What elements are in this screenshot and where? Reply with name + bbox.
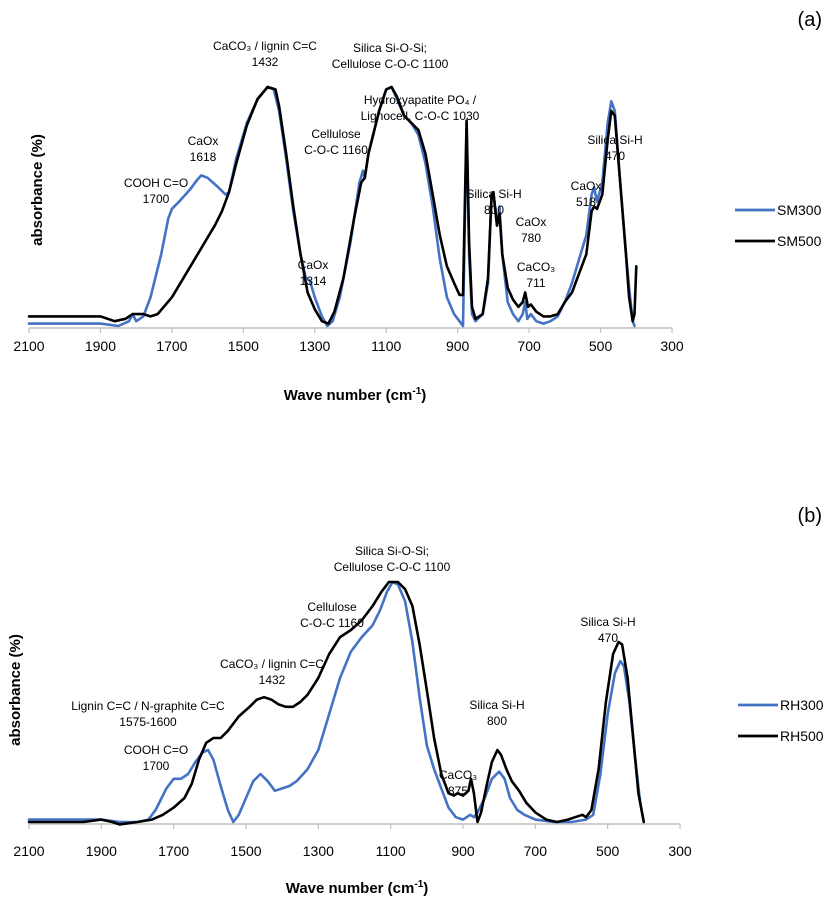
peak-annotation: CaOx 1314 — [298, 258, 329, 288]
peak-annotation: COOH C=O 1700 — [124, 176, 188, 206]
peak-annotation: Cellulose C-O-C 1160 — [304, 127, 368, 157]
peak-annotation: CaCO₃ / lignin C=C 1432 — [220, 657, 324, 687]
x-tick-label: 1900 — [85, 338, 116, 354]
panel-label: (b) — [798, 505, 822, 527]
x-tick-label: 1300 — [299, 338, 330, 354]
peak-annotation: Silica Si-O-Si; Cellulose C-O-C 1100 — [332, 41, 449, 71]
legend-label-rh500: RH500 — [780, 728, 824, 744]
peak-annotation: Silica Si-H 470 — [587, 133, 642, 163]
x-tick-label: 900 — [451, 843, 475, 859]
x-tick-label: 2100 — [13, 843, 44, 859]
x-tick-label: 1500 — [230, 843, 261, 859]
x-tick-label: 1500 — [228, 338, 259, 354]
legend-label-rh300: RH300 — [780, 697, 824, 713]
x-tick-label: 1100 — [376, 843, 406, 859]
x-tick-label: 1700 — [156, 338, 187, 354]
x-axis: 2100 1900 1700 1500 1300 1100 900 700 500 300 — [13, 823, 692, 859]
peak-annotation: CaCO₃ / lignin C=C 1432 — [213, 39, 317, 69]
x-tick-label: 300 — [660, 338, 684, 354]
series-lines — [27, 85, 638, 328]
chart-panel-b: (b) 2100 1900 1700 1500 1300 1100 900 700 500 300… — [7, 505, 824, 897]
peak-annotation: Silica Si-O-Si; Cellulose C-O-C 1100 — [334, 544, 451, 574]
x-tick-label: 1900 — [86, 843, 117, 859]
legend: RH300 RH500 — [738, 697, 824, 744]
x-tick-label: 500 — [596, 843, 620, 859]
series-line-sm300 — [27, 85, 636, 328]
x-tick-label: 2100 — [13, 338, 44, 354]
peak-annotation: COOH C=O 1700 — [124, 743, 188, 773]
peak-annotations: COOH C=O 1700 Lignin C=C / N-graphite C=C 1… — [71, 544, 635, 798]
peak-annotation: Lignin C=C / N-graphite C=C 1575-1600 — [71, 699, 225, 729]
peak-annotation: CaOx 1618 — [188, 134, 219, 164]
peak-annotation: Hydroxyapatite PO₄ / Lignocell. C-O-C 103… — [361, 93, 480, 123]
series-line-sm500 — [27, 85, 638, 325]
peak-annotation: CaOx 780 — [516, 215, 547, 245]
x-tick-label: 300 — [668, 843, 692, 859]
x-tick-label: 700 — [517, 338, 541, 354]
x-tick-label: 500 — [589, 338, 613, 354]
y-axis-title: absorbance (%) — [29, 134, 46, 246]
chart-panel-a: (a) 2100 1900 1700 1500 1300 1100 900 700 500 300… — [13, 9, 822, 404]
peak-annotation: CaOx 518 — [571, 179, 602, 209]
peak-annotation: Silica Si-H 470 — [580, 615, 635, 645]
panel-label: (a) — [798, 9, 822, 31]
x-axis: 2100 1900 1700 1500 1300 1100 900 700 500 300 — [13, 327, 684, 354]
peak-annotation: Silica Si-H 800 — [466, 187, 521, 217]
x-axis-title: Wave number (cm-1) — [286, 879, 429, 897]
x-axis-title: Wave number (cm-1) — [284, 386, 427, 404]
x-tick-label: 1300 — [303, 843, 334, 859]
series-line-rh500 — [27, 580, 646, 826]
peak-annotation: Silica Si-H 800 — [469, 698, 524, 728]
x-tick-label: 700 — [524, 843, 548, 859]
x-tick-label: 1100 — [371, 338, 401, 354]
legend-label-sm500: SM500 — [777, 233, 822, 249]
series-lines — [27, 580, 646, 826]
x-tick-label: 1700 — [158, 843, 189, 859]
y-axis-title: absorbance (%) — [7, 634, 24, 746]
peak-annotation: Cellulose C-O-C 1160 — [300, 600, 364, 630]
peak-annotation: CaCO₃ 711 — [517, 260, 555, 290]
peak-annotation: CaCO₃ 875 — [439, 768, 477, 798]
legend: SM300 SM500 — [735, 202, 822, 249]
x-tick-label: 900 — [446, 338, 470, 354]
legend-label-sm300: SM300 — [777, 202, 822, 218]
